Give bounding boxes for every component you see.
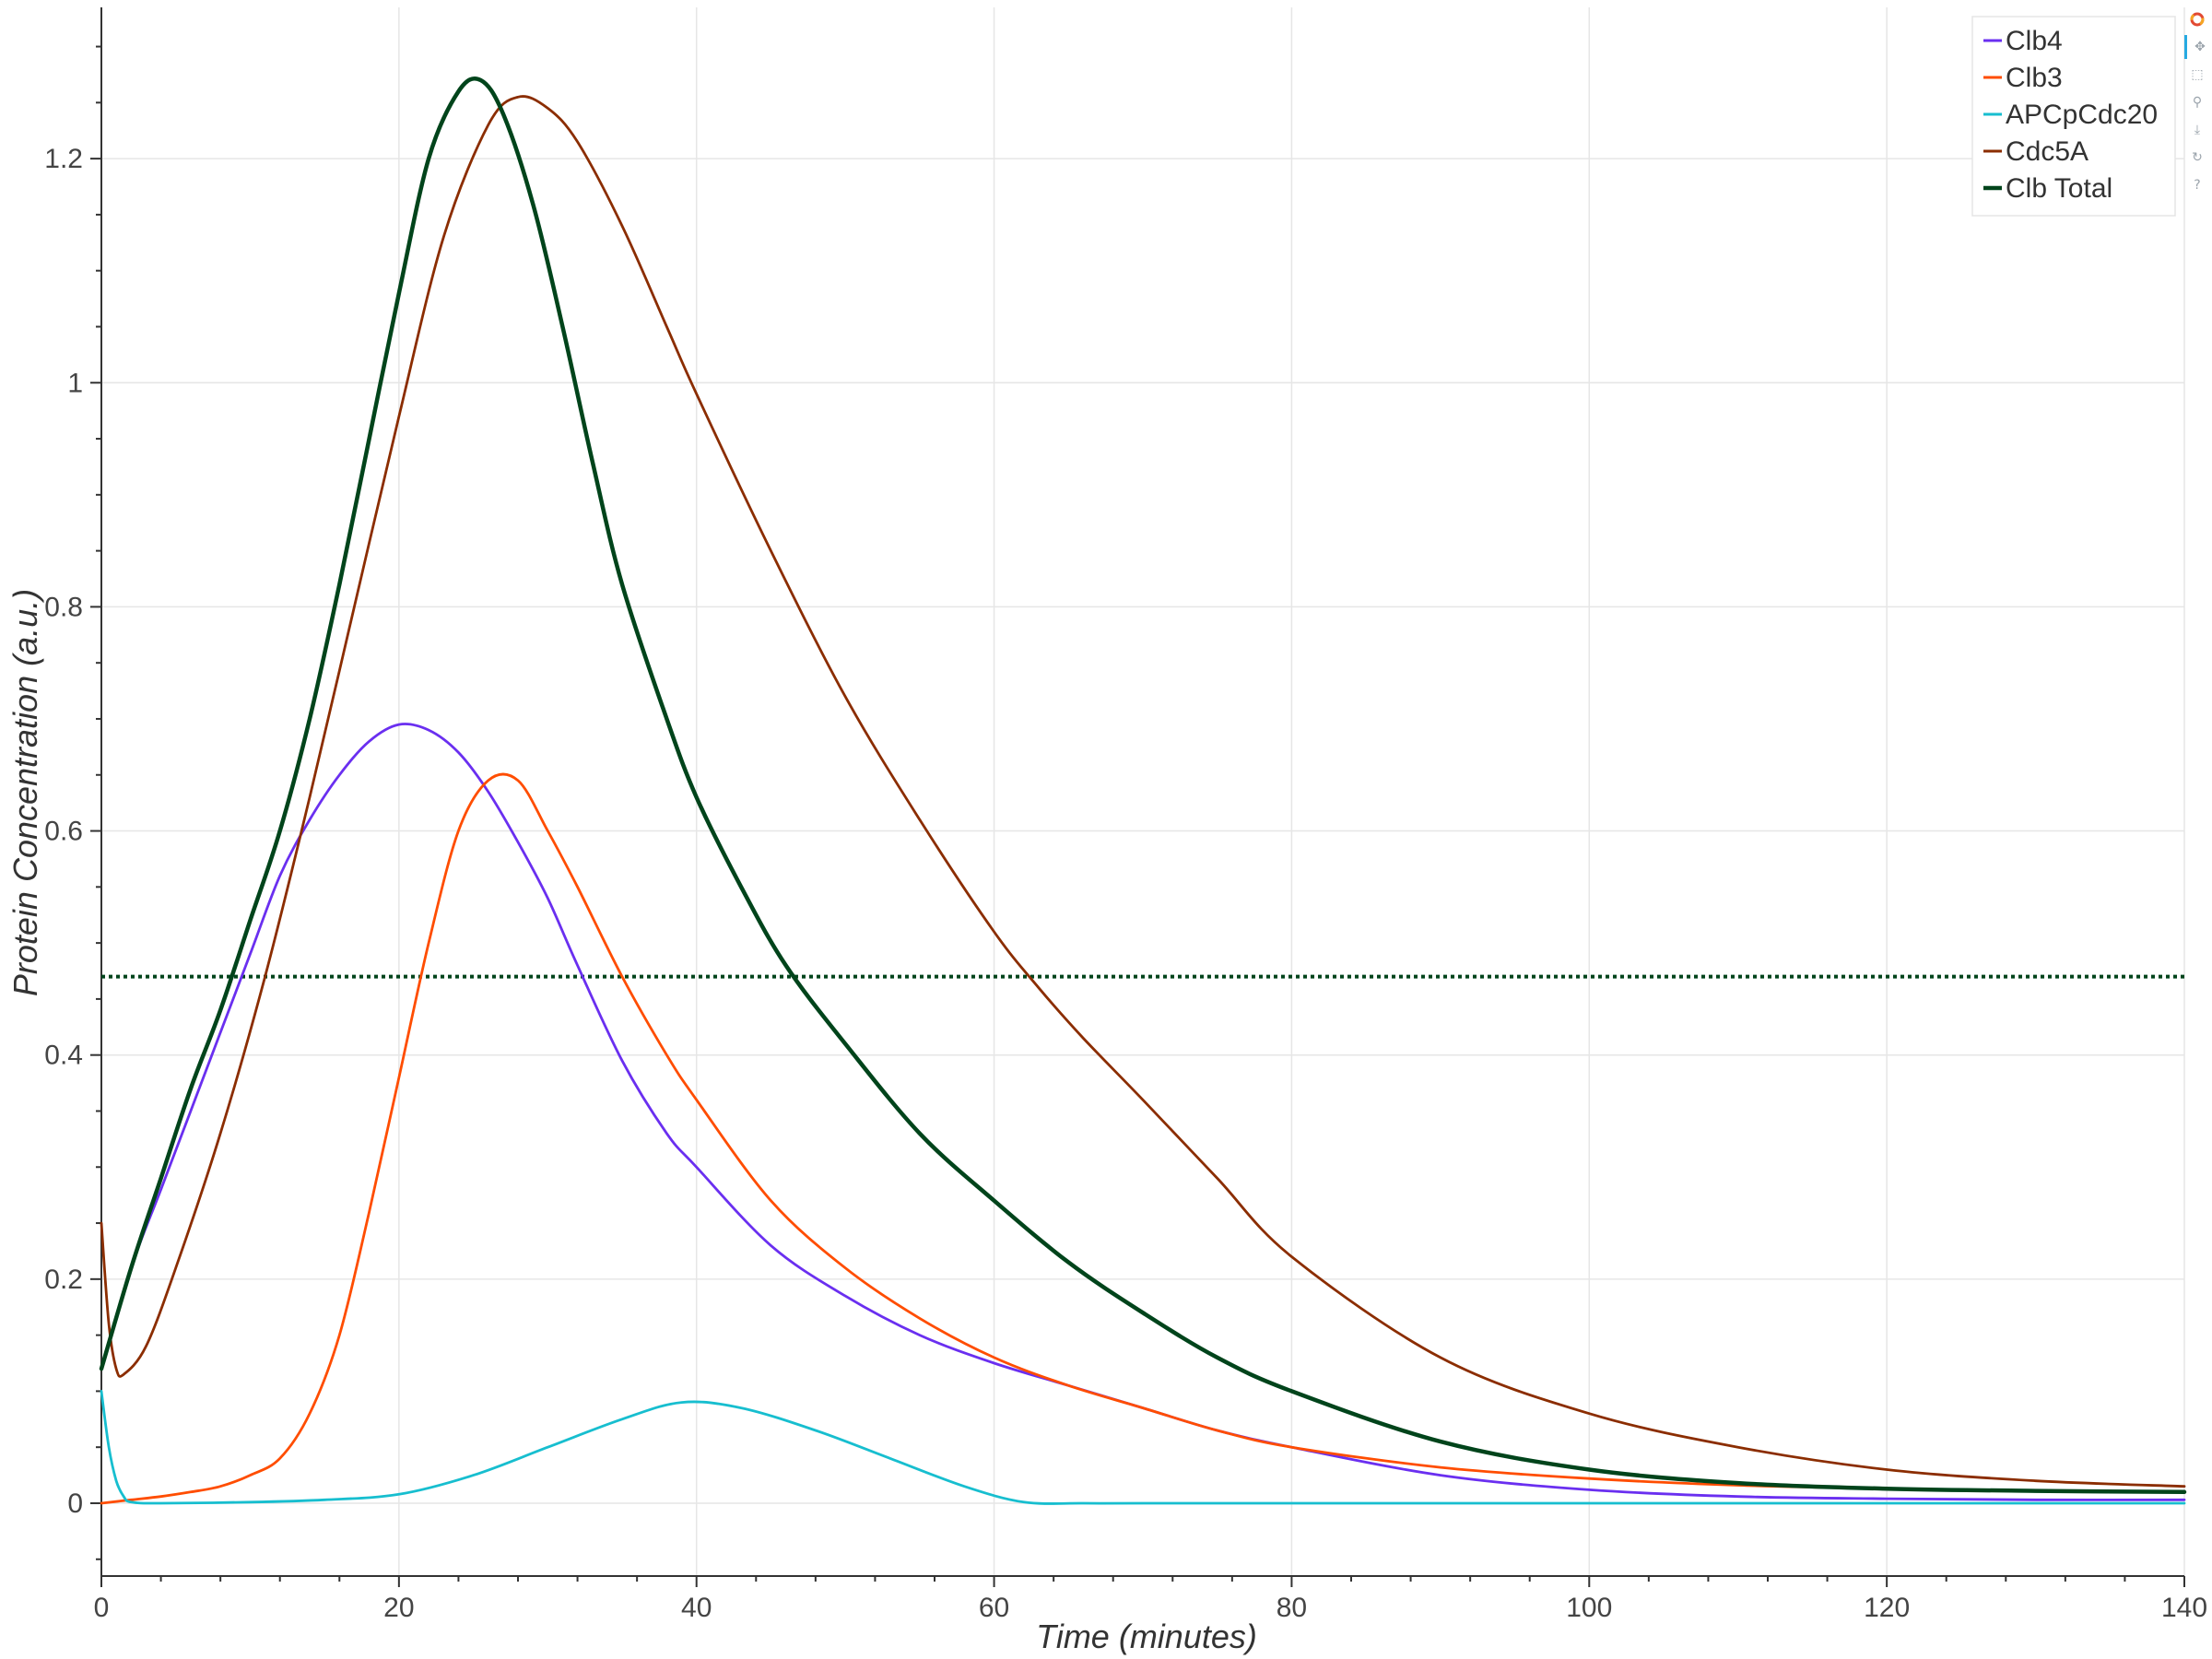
x-tick-label: 140 [2161,1593,2207,1623]
x-tick-label: 20 [383,1593,414,1623]
bokeh-logo-icon [2184,7,2210,31]
y-tick-label: 1 [67,368,83,398]
x-tick-label: 60 [979,1593,1009,1623]
x-tick-label: 0 [94,1593,110,1623]
legend-label[interactable]: Clb Total [2006,173,2112,204]
y-tick-label: 0.2 [44,1265,83,1295]
legend-label[interactable]: Clb3 [2006,63,2063,93]
series-line-cdc5a [101,97,2184,1487]
reset-icon[interactable]: ↻ [2184,146,2210,170]
box-zoom-icon[interactable]: ⬚ [2184,63,2210,87]
x-tick-label: 80 [1277,1593,1307,1623]
grid [101,7,2184,1576]
x-axis-title: Time (minutes) [1036,1618,1257,1655]
series-line-clb3 [101,774,2184,1503]
legend[interactable]: Clb4 Clb3 APCpCdc20 Cdc5A Clb Total [1972,17,2175,216]
pan-tool-icon[interactable]: ✥ [2184,35,2212,59]
series [101,78,2184,1503]
save-icon[interactable]: ⤓ [2184,118,2210,142]
y-axis-title: Protein Concentration (a.u.) [6,589,44,996]
x-tick-label: 100 [1566,1593,1612,1623]
x-tick-label: 40 [681,1593,712,1623]
axes: 0 20 40 60 80 100 120 140 0 0.2 0.4 0.6 0.8 1 1.2 [44,7,2207,1623]
y-tick-label: 0 [67,1488,83,1519]
help-icon[interactable]: ? [2184,173,2210,197]
x-tick-label: 120 [1864,1593,1910,1623]
series-line-clb4 [101,724,2184,1500]
legend-label[interactable]: APCpCdc20 [2006,100,2158,130]
y-tick-label: 1.2 [44,144,83,174]
legend-label[interactable]: Clb4 [2006,26,2063,56]
y-tick-label: 0.8 [44,592,83,622]
y-tick-label: 0.6 [44,817,83,847]
series-line-clb-total [101,78,2184,1492]
y-tick-label: 0.4 [44,1041,83,1071]
wheel-zoom-icon[interactable]: ⚲ [2184,90,2210,114]
legend-label[interactable]: Cdc5A [2006,136,2088,167]
plot-toolbar: ✥ ⬚ ⚲ ⤓ ↻ ? [2184,7,2210,192]
